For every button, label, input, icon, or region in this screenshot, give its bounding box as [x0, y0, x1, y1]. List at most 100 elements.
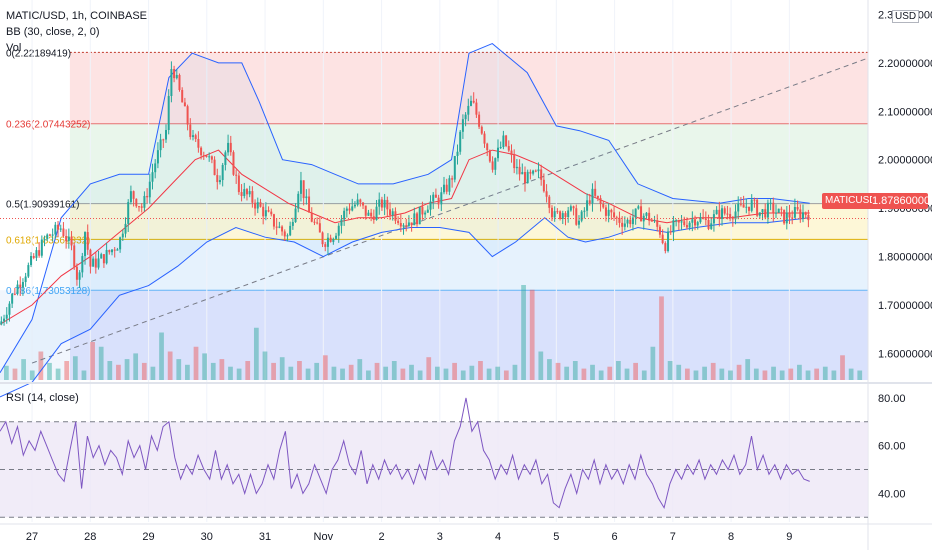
candle-body-281: [758, 212, 761, 216]
candle-body-43: [116, 249, 119, 251]
candle-body-240: [648, 212, 651, 221]
candle-body-188: [507, 146, 510, 151]
candle-body-232: [626, 219, 629, 224]
candle-body-266: [718, 209, 721, 219]
candle-body-180: [486, 143, 489, 151]
volume-bar-20: [176, 359, 182, 380]
volume-bar-10: [90, 342, 95, 380]
candle-body-131: [353, 204, 356, 207]
fib-zone-2: [69, 203, 868, 240]
candle-body-32: [86, 232, 89, 250]
volume-bar-64: [555, 362, 561, 380]
candle-body-247: [667, 231, 670, 252]
time-tick-label-9: 5: [553, 531, 559, 543]
candle-body-138: [372, 216, 375, 220]
candle-body-145: [391, 211, 394, 216]
volume-bar-94: [814, 368, 820, 380]
volume-bar-52: [452, 362, 457, 380]
candle-body-120: [324, 244, 327, 247]
candle-body-296: [799, 209, 802, 219]
legend-volume-label: Vol: [6, 42, 22, 54]
candle-body-96: [259, 202, 262, 207]
volume-bar-12: [107, 361, 113, 380]
currency-label[interactable]: USD: [892, 10, 920, 23]
candle-body-160: [432, 194, 435, 202]
candle-body-28: [75, 266, 78, 280]
volume-bar-88: [762, 370, 768, 380]
candle-body-257: [694, 219, 697, 226]
candle-body-292: [788, 212, 791, 218]
candle-body-54: [146, 195, 149, 198]
candle-body-10: [27, 265, 30, 277]
candle-body-1: [3, 318, 6, 322]
candle-body-2: [5, 314, 8, 319]
volume-bar-81: [702, 366, 707, 380]
time-tick-label-12: 8: [728, 531, 734, 543]
candle-body-185: [499, 147, 502, 149]
candle-body-197: [532, 170, 535, 174]
candle-body-134: [362, 202, 365, 206]
candle-body-186: [502, 135, 505, 148]
candle-body-147: [397, 220, 400, 224]
candle-body-128: [345, 208, 348, 211]
candle-body-21: [57, 224, 60, 230]
last-price-value: 1.87860000: [872, 193, 931, 209]
volume-bar-28: [245, 361, 251, 380]
bollinger-lower-line: [0, 217, 810, 398]
volume-bar-36: [314, 362, 320, 380]
candle-body-156: [421, 206, 424, 215]
candle-body-104: [281, 226, 284, 232]
time-tick-label-10: 6: [612, 531, 618, 543]
volume-bar-50: [435, 366, 440, 380]
time-tick-label-5: Nov: [314, 531, 334, 543]
candle-body-91: [245, 189, 248, 195]
candle-body-280: [756, 199, 759, 216]
volume-bar-69: [598, 370, 604, 380]
candle-body-202: [545, 191, 548, 197]
candle-body-100: [270, 211, 273, 215]
volume-bar-33: [288, 366, 294, 380]
candle-body-217: [586, 200, 589, 211]
candle-body-124: [335, 235, 338, 239]
volume-bar-87: [753, 368, 759, 380]
candle-body-102: [275, 226, 278, 228]
candle-body-143: [386, 199, 389, 210]
candle-body-5: [13, 293, 16, 295]
volume-bar-91: [788, 368, 794, 380]
candle-body-37: [100, 254, 103, 259]
candle-body-299: [807, 214, 810, 221]
candle-body-212: [572, 206, 575, 209]
volume-bar-54: [469, 365, 475, 380]
candle-body-12: [32, 256, 35, 258]
candle-body-141: [380, 199, 383, 208]
candle-body-269: [726, 213, 729, 215]
candle-body-253: [683, 221, 686, 225]
rsi-tick-label-0: 80.00: [878, 393, 906, 405]
candle-body-279: [753, 199, 756, 201]
candle-body-132: [356, 199, 359, 205]
candle-body-77: [208, 156, 211, 158]
candle-body-227: [613, 212, 616, 218]
volume-bar-4: [38, 351, 44, 380]
candle-body-65: [175, 74, 178, 79]
legend-rsi-label: RSI (14, close): [6, 392, 79, 404]
candle-body-82: [221, 164, 224, 181]
fib-zone-4: [69, 290, 868, 380]
candle-body-66: [178, 74, 181, 90]
legend-symbol-label: MATIC/USD, 1h, COINBASE: [6, 10, 147, 22]
candle-body-93: [251, 191, 254, 203]
candle-body-4: [11, 293, 14, 304]
candle-body-295: [796, 207, 799, 210]
candle-body-137: [370, 212, 373, 217]
volume-bar-61: [529, 289, 535, 380]
volume-bar-80: [693, 370, 699, 380]
candle-body-133: [359, 199, 362, 203]
candle-body-166: [448, 178, 451, 192]
candle-body-163: [440, 192, 443, 205]
volume-bar-38: [331, 366, 337, 380]
candle-body-206: [556, 211, 559, 213]
candle-body-259: [699, 217, 702, 223]
volume-bar-65: [564, 366, 570, 380]
